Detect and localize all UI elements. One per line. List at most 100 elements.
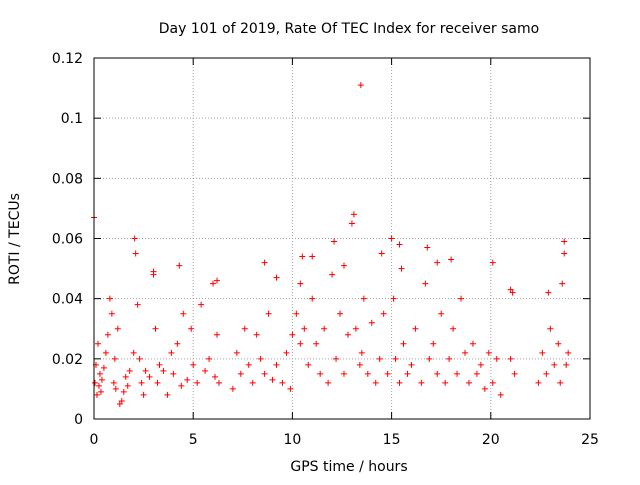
data-point [110, 379, 117, 386]
data-point [210, 280, 217, 287]
y-tick-label: 0.1 [61, 111, 83, 127]
data-point [229, 385, 236, 392]
data-point [212, 373, 219, 380]
data-point [190, 361, 197, 368]
data-point [352, 325, 359, 332]
grid-layer [94, 58, 590, 419]
data-point [104, 331, 111, 338]
data-point [422, 280, 429, 287]
data-point [485, 349, 492, 356]
data-point [180, 310, 187, 317]
data-point [174, 340, 181, 347]
data-point [111, 355, 118, 362]
data-point [477, 361, 484, 368]
data-point [237, 370, 244, 377]
data-point [557, 379, 564, 386]
data-point [134, 301, 141, 308]
data-point [372, 379, 379, 386]
data-point [150, 268, 157, 275]
data-point [122, 373, 129, 380]
data-point [368, 319, 375, 326]
y-tick-label: 0.08 [52, 171, 83, 187]
data-point [93, 391, 100, 398]
x-tick-label: 25 [581, 432, 599, 448]
data-point [95, 382, 102, 389]
data-point [450, 325, 457, 332]
data-point [198, 301, 205, 308]
data-point [287, 385, 294, 392]
y-tick-label: 0.06 [52, 232, 83, 248]
data-point [273, 274, 280, 281]
data-point [261, 259, 268, 266]
data-point [152, 325, 159, 332]
data-points [91, 82, 572, 407]
data-point [241, 325, 248, 332]
y-tick-label: 0.04 [52, 292, 83, 308]
data-point [408, 361, 415, 368]
data-point [454, 370, 461, 377]
data-point [561, 238, 568, 245]
data-point [184, 376, 191, 383]
data-point [511, 370, 518, 377]
data-point [462, 349, 469, 356]
data-point [358, 349, 365, 356]
data-point [384, 370, 391, 377]
data-point [357, 82, 364, 89]
data-point [97, 388, 104, 395]
data-point [202, 367, 209, 374]
data-point [253, 331, 260, 338]
data-point [380, 310, 387, 317]
data-point [497, 391, 504, 398]
x-tick-label: 0 [90, 432, 99, 448]
data-point [279, 379, 286, 386]
data-point [559, 280, 566, 287]
axis-ticks: 0 0.02 0.04 0.06 0.08 0.1 0.12 0 5 10 15 20 25 [52, 51, 599, 448]
data-point [188, 325, 195, 332]
data-point [160, 367, 167, 374]
data-point [257, 355, 264, 362]
data-point [388, 235, 395, 242]
data-point [430, 340, 437, 347]
data-point [561, 250, 568, 257]
data-point [400, 340, 407, 347]
data-point [273, 361, 280, 368]
data-point [120, 388, 127, 395]
data-point [114, 325, 121, 332]
data-point [233, 349, 240, 356]
data-point [140, 391, 147, 398]
data-point [138, 379, 145, 386]
data-point [356, 361, 363, 368]
data-point [176, 262, 183, 269]
data-point [412, 325, 419, 332]
data-point [543, 370, 550, 377]
data-point [249, 379, 256, 386]
data-point [313, 340, 320, 347]
data-point [130, 349, 137, 356]
data-point [418, 379, 425, 386]
data-point [438, 310, 445, 317]
x-axis-label: GPS time / hours [290, 459, 407, 475]
data-point [206, 355, 213, 362]
data-point [565, 349, 572, 356]
y-axis-label: ROTI / TECUs [7, 193, 23, 285]
data-point [563, 361, 570, 368]
data-point [215, 379, 222, 386]
data-point [154, 379, 161, 386]
data-point [378, 250, 385, 257]
data-point [261, 370, 268, 377]
data-point [331, 238, 338, 245]
data-point [434, 259, 441, 266]
data-point [214, 277, 221, 284]
data-point [446, 355, 453, 362]
data-point [481, 385, 488, 392]
data-point [98, 376, 105, 383]
data-point [348, 220, 355, 227]
chart-title: Day 101 of 2019, Rate Of TEC Index for r… [159, 21, 539, 37]
data-point [168, 349, 175, 356]
data-point [146, 373, 153, 380]
data-point [96, 370, 103, 377]
data-point [426, 355, 433, 362]
data-point [350, 211, 357, 218]
